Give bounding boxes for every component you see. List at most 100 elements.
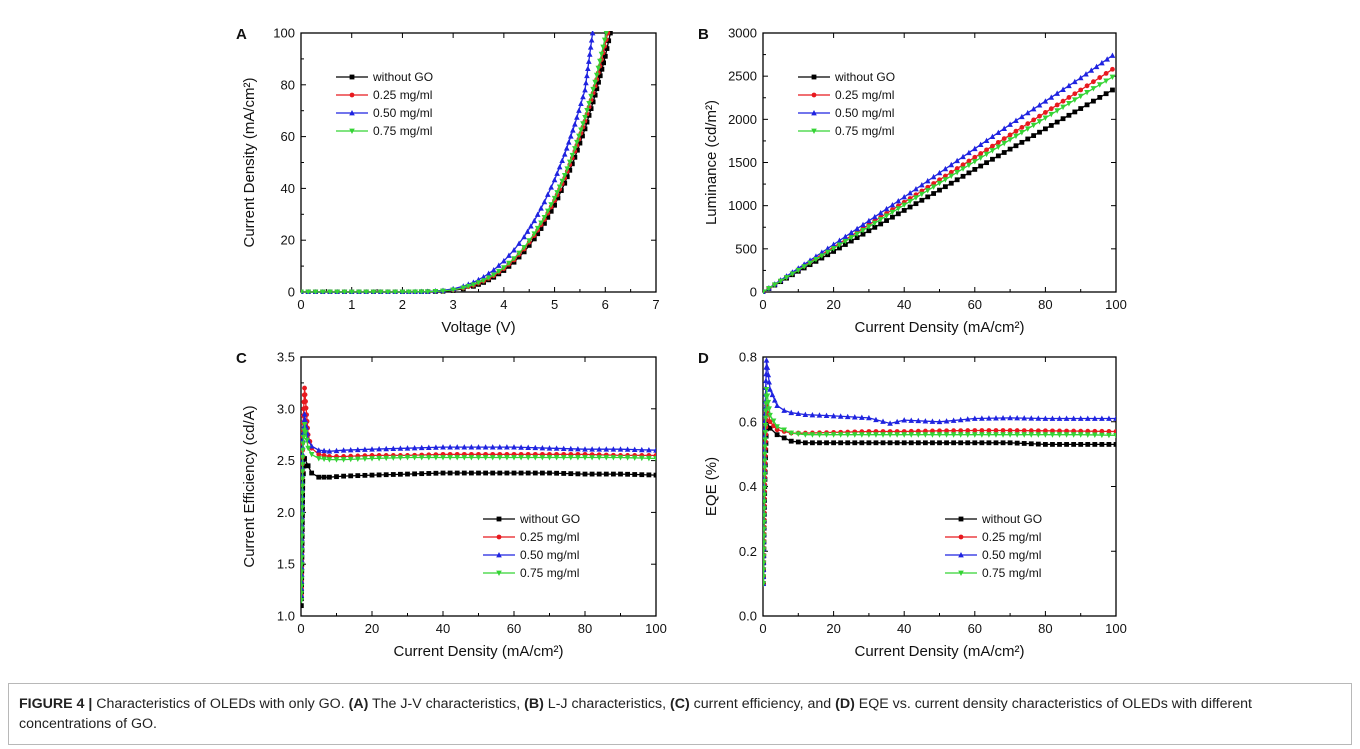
data-point [301, 476, 306, 482]
y-tick-label: 3.5 [277, 350, 295, 365]
data-point [563, 145, 570, 151]
data-point [604, 46, 610, 51]
data-point [1066, 82, 1072, 89]
data-point [521, 249, 527, 255]
legend-marker [811, 110, 817, 116]
data-point [907, 190, 913, 196]
x-tick-label: 0 [297, 297, 304, 312]
data-point [504, 455, 510, 461]
data-point [1113, 432, 1116, 439]
data-point [1103, 71, 1109, 76]
legend-label: without GO [834, 70, 895, 84]
data-point [848, 235, 855, 241]
data-point [426, 471, 432, 476]
legend: without GO 0.25 mg/ml 0.50 mg/ml 0.75 mg/ml [483, 512, 580, 580]
data-point [1007, 440, 1013, 446]
data-point [1070, 432, 1077, 438]
data-point [302, 456, 307, 461]
data-point [316, 451, 322, 457]
data-point [1063, 415, 1070, 421]
data-point [301, 512, 305, 518]
data-point [901, 202, 907, 208]
data-point [1113, 429, 1116, 434]
data-point [412, 471, 417, 477]
data-point [521, 233, 527, 240]
data-point [1014, 414, 1020, 421]
data-point [390, 472, 396, 477]
data-point [1028, 441, 1034, 447]
legend-label: 0.50 mg/ml [982, 548, 1041, 562]
data-point [809, 432, 816, 438]
data-point [301, 454, 306, 461]
y-axis-label: Current Density (mA/cm²) [241, 77, 258, 247]
data-point [763, 478, 768, 485]
data-point [639, 446, 645, 453]
data-point [545, 191, 551, 197]
data-point [986, 432, 992, 438]
y-tick-label: 2000 [728, 112, 757, 127]
y-tick-label: 0 [288, 285, 295, 300]
data-point [984, 160, 989, 166]
data-point [919, 191, 925, 198]
data-point [954, 166, 960, 171]
data-point [576, 107, 582, 113]
y-tick-label: 20 [281, 233, 295, 248]
data-point [1060, 86, 1066, 92]
data-point [1063, 432, 1070, 438]
data-point [1037, 129, 1042, 135]
data-point [301, 289, 304, 294]
data-point [925, 194, 931, 200]
y-tick-label: 80 [281, 77, 295, 92]
data-point [842, 233, 849, 240]
data-point [1007, 121, 1013, 127]
legend-marker [496, 534, 502, 540]
data-point [617, 446, 624, 452]
data-point [1025, 136, 1031, 142]
data-point [942, 177, 949, 183]
data-point [582, 86, 588, 93]
data-point [447, 470, 453, 476]
data-point [625, 471, 630, 477]
caption-text-5: EQE vs. current density characteristics … [19, 696, 1252, 732]
data-point [433, 455, 439, 461]
data-point [560, 445, 567, 451]
x-tick-label: 20 [826, 621, 840, 636]
data-point [302, 392, 308, 398]
data-point [995, 129, 1002, 135]
data-point [763, 553, 767, 560]
data-point [783, 275, 790, 281]
data-point [859, 440, 865, 446]
data-point [1064, 428, 1069, 434]
data-point [1048, 123, 1054, 128]
data-point [600, 44, 606, 51]
data-point [525, 455, 531, 461]
data-point [518, 470, 524, 476]
x-axis-label: Current Density (mA/cm²) [854, 643, 1024, 660]
data-point [1007, 432, 1013, 438]
data-point [589, 455, 595, 461]
data-point [948, 180, 954, 186]
data-point [305, 289, 312, 294]
data-point [482, 455, 489, 461]
data-point [957, 432, 964, 438]
x-tick-label: 40 [436, 621, 450, 636]
data-point [766, 285, 772, 292]
data-point [1007, 146, 1013, 152]
data-point [383, 445, 389, 452]
y-tick-label: 0.2 [739, 544, 757, 559]
data-point [1007, 414, 1013, 421]
data-point [551, 195, 558, 202]
y-tick-label: 2.0 [277, 505, 295, 520]
plot-frame [300, 32, 657, 293]
plot-frame [762, 32, 1117, 293]
data-point [1013, 128, 1019, 134]
data-point [919, 197, 925, 203]
data-point [596, 455, 602, 461]
data-point [575, 471, 581, 477]
data-point [576, 133, 582, 140]
data-point [774, 424, 780, 430]
data-point [301, 483, 306, 490]
data-point [440, 288, 446, 294]
legend-marker [349, 92, 355, 98]
data-point [824, 245, 831, 251]
